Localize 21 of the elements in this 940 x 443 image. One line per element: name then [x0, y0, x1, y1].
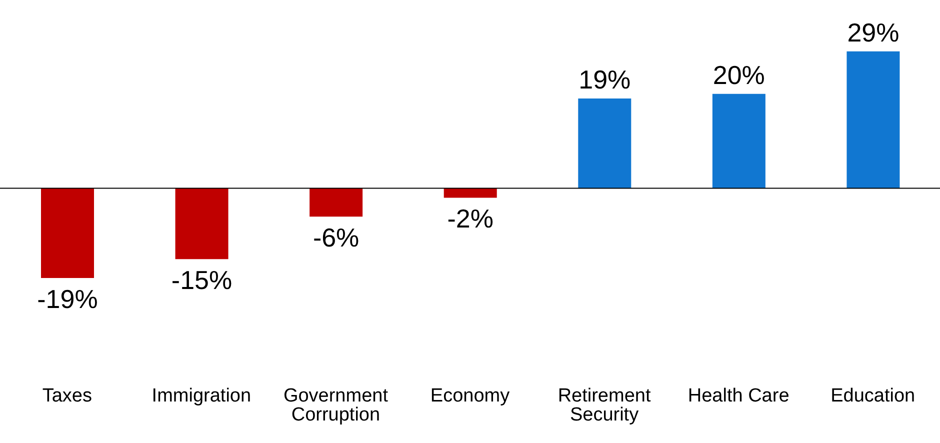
x-tick-label: Retirement Security — [558, 385, 652, 426]
bar — [41, 188, 94, 278]
bar — [578, 98, 632, 188]
bar — [444, 188, 497, 198]
bar — [846, 51, 900, 188]
x-tick-label: Government Corruption — [283, 385, 389, 426]
x-tick-label: Immigration — [152, 385, 252, 406]
x-tick-label: Taxes — [42, 385, 92, 406]
bar — [175, 188, 228, 260]
data-label: -15% — [171, 265, 232, 296]
data-label: 19% — [578, 64, 631, 95]
data-label: -19% — [37, 284, 98, 314]
bar — [712, 94, 766, 188]
x-tick-label: Education — [830, 385, 916, 406]
data-label: 29% — [847, 17, 900, 48]
data-label: -6% — [312, 222, 360, 253]
bar — [310, 188, 363, 217]
x-tick-label: Health Care — [688, 385, 790, 406]
x-tick-label: Economy — [430, 385, 510, 406]
data-label: 20% — [712, 60, 765, 90]
data-label: -2% — [447, 204, 494, 234]
